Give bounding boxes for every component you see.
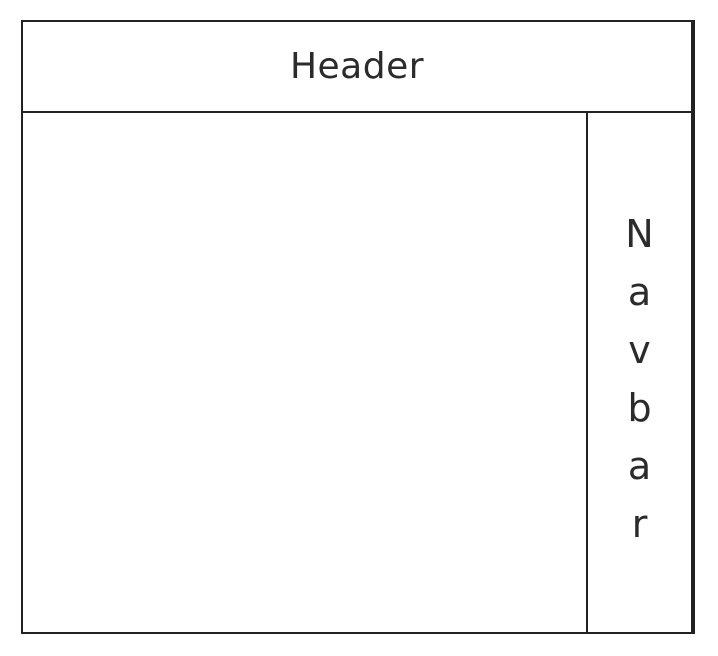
header-region: Header xyxy=(23,22,691,113)
header-label: Header xyxy=(289,46,425,87)
navbar-letter: v xyxy=(628,328,651,372)
navbar-letter: a xyxy=(627,270,652,314)
navbar-label: N a v b a r xyxy=(588,205,691,553)
navbar-letter: N xyxy=(625,212,654,256)
navbar-letter: a xyxy=(627,444,652,488)
navbar-letter: b xyxy=(627,386,652,430)
content-region xyxy=(23,113,586,632)
layout-frame: Header N a v b a r xyxy=(21,20,695,634)
navbar-region: N a v b a r xyxy=(586,113,691,632)
navbar-letter: r xyxy=(631,502,648,546)
